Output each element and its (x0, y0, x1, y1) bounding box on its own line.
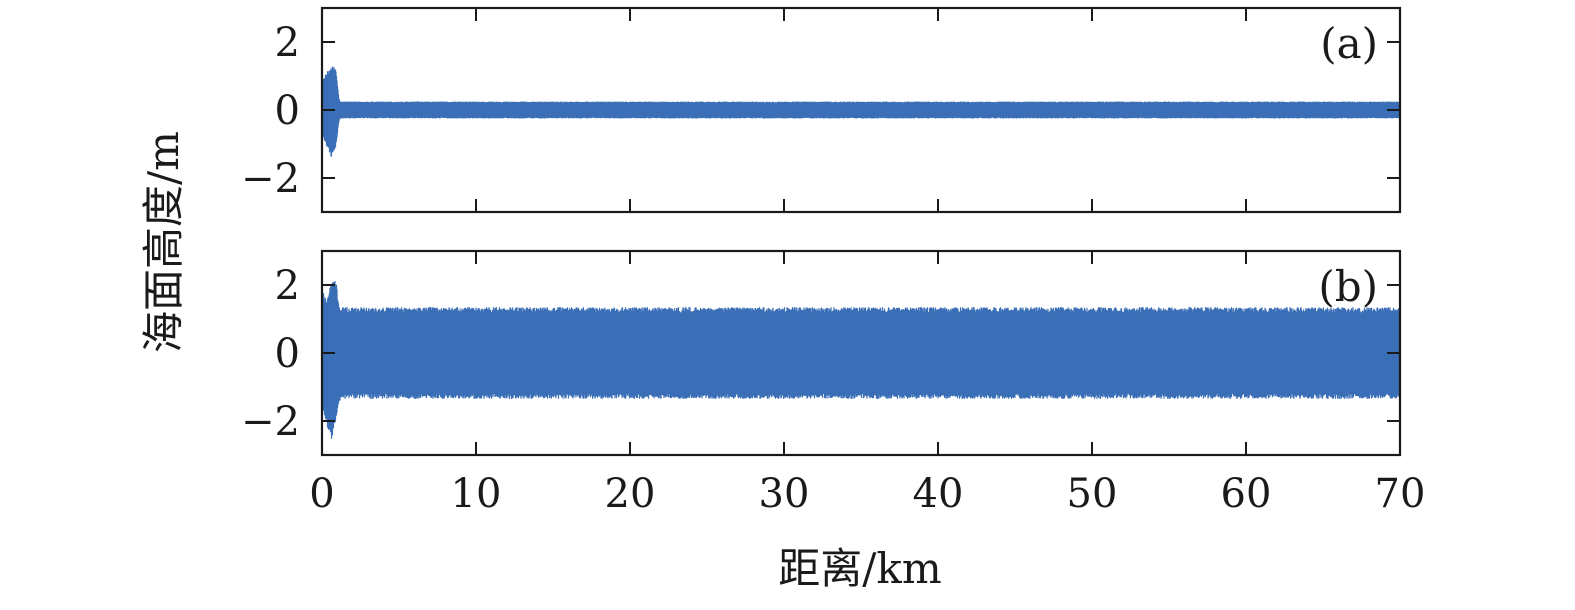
panel-label: (a) (1320, 19, 1378, 68)
x-tick-label: 50 (1067, 471, 1118, 517)
x-tick-label: 30 (759, 471, 810, 517)
panel-label: (b) (1318, 262, 1378, 311)
y-tick-label: 2 (275, 20, 300, 66)
x-tick-label: 60 (1221, 471, 1272, 517)
y-tick-label: 2 (275, 263, 300, 309)
x-tick-label: 0 (309, 471, 334, 517)
y-tick-label: 0 (275, 331, 300, 377)
x-tick-label: 10 (451, 471, 502, 517)
y-tick-label: −2 (241, 156, 300, 202)
signal-series (321, 280, 1401, 439)
signal-series (321, 66, 1401, 157)
y-axis-title: 海面高度/m (139, 131, 188, 353)
x-tick-label: 40 (913, 471, 964, 517)
x-axis-title: 距离/km (778, 544, 941, 593)
y-tick-label: 0 (275, 88, 300, 134)
y-tick-label: −2 (241, 399, 300, 445)
x-tick-label: 70 (1375, 471, 1426, 517)
panel-a: −2 0 2 (a) (241, 6, 1402, 214)
x-tick-label: 20 (605, 471, 656, 517)
